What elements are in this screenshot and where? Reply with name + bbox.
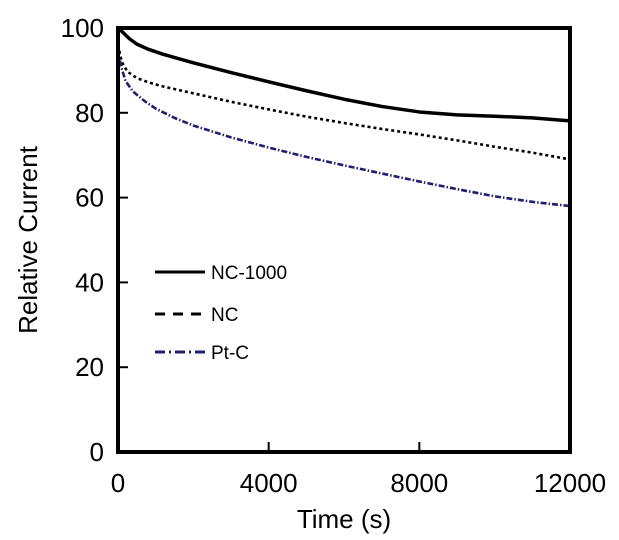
x-tick-label: 0 bbox=[111, 468, 125, 498]
x-tick-label: 8000 bbox=[390, 468, 448, 498]
legend-label: Pt-C bbox=[211, 343, 249, 364]
y-tick-label: 80 bbox=[75, 98, 104, 128]
legend-label: NC-1000 bbox=[211, 263, 287, 284]
x-axis-label: Time (s) bbox=[297, 504, 391, 534]
plot-marks bbox=[116, 26, 571, 208]
plot-area-frame bbox=[116, 26, 572, 454]
x-tick-label: 4000 bbox=[240, 468, 298, 498]
series-line-pt-c bbox=[116, 48, 571, 208]
y-tick-label: 20 bbox=[75, 352, 104, 382]
y-tick-label: 40 bbox=[75, 267, 104, 297]
series-line-nc bbox=[116, 44, 571, 161]
x-tick-label: 12000 bbox=[534, 468, 606, 498]
y-tick-label: 60 bbox=[75, 183, 104, 213]
legend: NC-1000 NC Pt-C bbox=[155, 263, 287, 364]
series-line-nc-1000 bbox=[116, 26, 571, 123]
y-tick-label: 0 bbox=[90, 437, 104, 467]
y-tick-label: 100 bbox=[61, 13, 104, 43]
legend-label: NC bbox=[211, 305, 238, 326]
axis-ticks: 0 4000 8000 12000 0 20 40 60 80 100 bbox=[61, 13, 607, 498]
y-axis-label: Relative Current bbox=[13, 145, 43, 334]
